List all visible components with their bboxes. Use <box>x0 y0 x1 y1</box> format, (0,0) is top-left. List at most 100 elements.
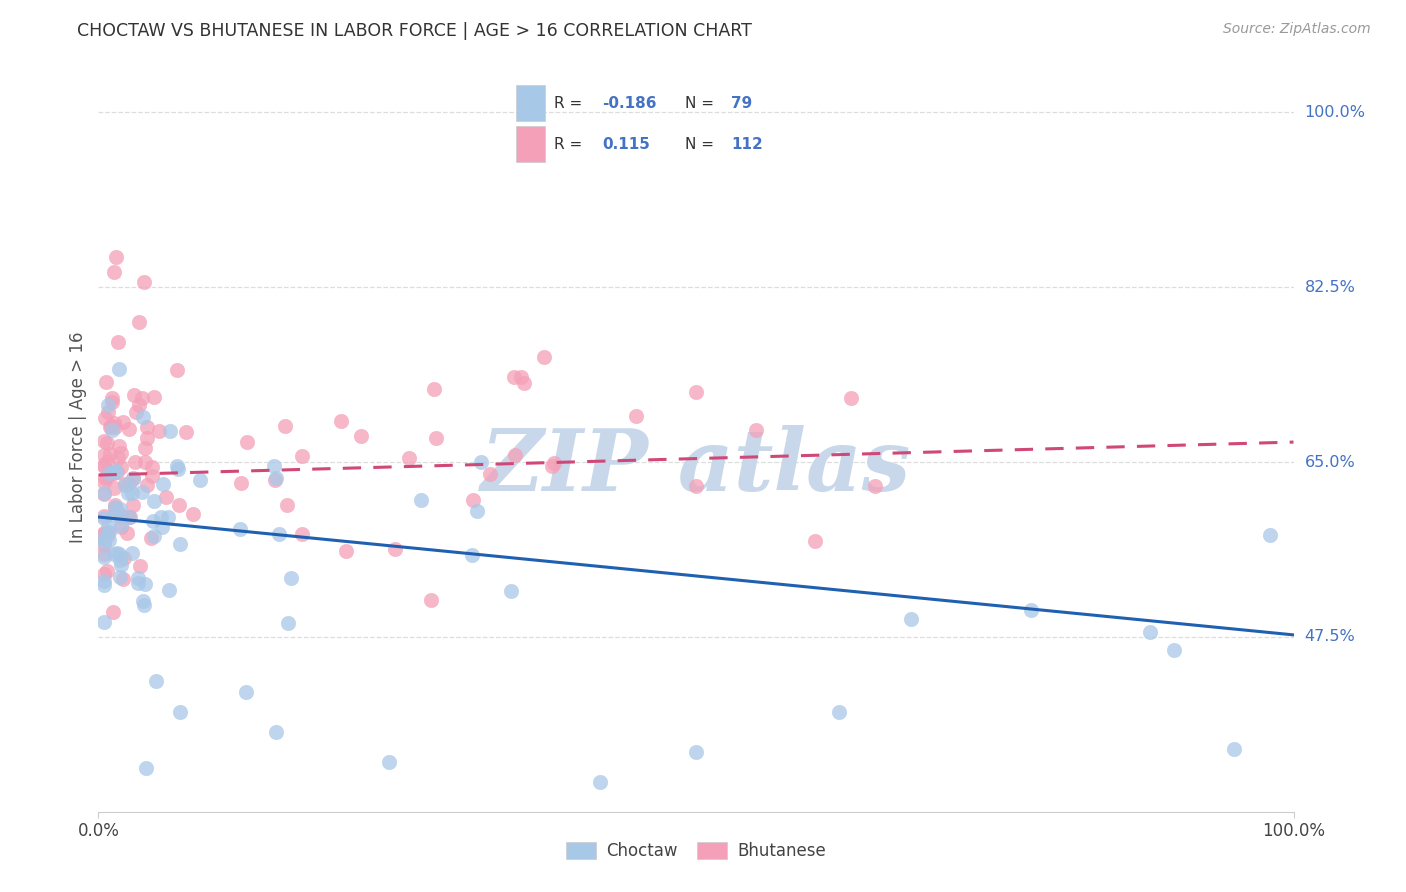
Point <box>108 439 131 453</box>
Point <box>1163 643 1185 657</box>
Text: ZIP atlas: ZIP atlas <box>481 425 911 508</box>
Point <box>264 724 287 739</box>
Point <box>122 472 145 486</box>
Point <box>93 458 115 473</box>
Point <box>93 471 115 485</box>
Point <box>685 384 707 399</box>
Point <box>264 473 287 487</box>
Point <box>93 475 115 489</box>
Point <box>104 498 127 512</box>
Point <box>291 526 314 541</box>
Point <box>141 459 163 474</box>
Point <box>112 572 135 586</box>
Point <box>93 487 115 501</box>
Point <box>513 376 536 390</box>
Point <box>685 479 707 493</box>
Text: CHOCTAW VS BHUTANESE IN LABOR FORCE | AGE > 16 CORRELATION CHART: CHOCTAW VS BHUTANESE IN LABOR FORCE | AG… <box>77 22 752 40</box>
Point <box>136 432 159 446</box>
Point <box>97 525 120 540</box>
Point <box>150 520 173 534</box>
Point <box>267 527 290 541</box>
Point <box>174 425 197 439</box>
Point <box>276 498 298 512</box>
Point <box>124 455 146 469</box>
Point <box>93 526 115 541</box>
Point <box>117 510 139 524</box>
Point <box>97 467 120 481</box>
Point <box>409 492 432 507</box>
Point <box>103 467 125 481</box>
Point <box>804 534 827 549</box>
Point <box>290 449 312 463</box>
Point <box>121 486 143 500</box>
Text: Source: ZipAtlas.com: Source: ZipAtlas.com <box>1223 22 1371 37</box>
Point <box>142 493 165 508</box>
Point <box>157 582 180 597</box>
Point <box>117 509 139 524</box>
Point <box>112 416 135 430</box>
Point <box>110 445 132 459</box>
Point <box>865 478 887 492</box>
Point <box>148 424 170 438</box>
Point <box>103 508 125 522</box>
Point <box>745 423 768 437</box>
Point <box>167 498 190 512</box>
Point <box>1139 625 1161 640</box>
Point <box>127 571 149 585</box>
Point <box>135 761 157 775</box>
Point <box>93 566 115 581</box>
Point <box>136 478 159 492</box>
Point <box>101 605 124 619</box>
Point <box>461 548 484 562</box>
Point <box>470 455 492 469</box>
Point <box>93 574 115 588</box>
Legend: Choctaw, Bhutanese: Choctaw, Bhutanese <box>560 836 832 867</box>
Point <box>110 553 132 567</box>
Point <box>329 414 352 428</box>
Point <box>110 558 132 573</box>
Point <box>132 410 155 425</box>
Point <box>384 541 406 556</box>
Point <box>236 434 259 449</box>
Point <box>98 446 121 460</box>
Text: 100.0%: 100.0% <box>1305 105 1365 120</box>
Point <box>93 531 115 545</box>
Point <box>110 518 132 533</box>
Point <box>143 390 166 404</box>
Point <box>96 564 118 578</box>
Point <box>118 477 141 491</box>
Point <box>93 550 115 565</box>
Point <box>96 529 118 543</box>
Point <box>425 431 447 445</box>
Point <box>122 499 145 513</box>
Point <box>97 524 120 539</box>
Point <box>1019 602 1042 616</box>
Point <box>900 612 922 626</box>
Point <box>378 755 401 769</box>
Point <box>108 570 131 584</box>
Point <box>479 467 502 481</box>
Point <box>685 745 707 759</box>
Point <box>97 398 120 412</box>
Point <box>541 459 564 474</box>
Point <box>166 363 188 377</box>
Point <box>152 477 174 491</box>
Point <box>108 509 131 524</box>
Point <box>96 436 118 450</box>
Point <box>93 411 115 425</box>
Point <box>93 615 115 629</box>
Point <box>131 392 153 406</box>
Point <box>589 774 612 789</box>
Point <box>121 546 143 560</box>
Point <box>118 510 141 524</box>
Point <box>145 674 167 689</box>
Point <box>96 520 118 534</box>
Point <box>423 382 446 396</box>
Point <box>96 469 118 483</box>
Point <box>828 705 851 719</box>
Text: 47.5%: 47.5% <box>1305 630 1355 644</box>
Point <box>93 577 115 591</box>
Point <box>103 265 125 279</box>
Point <box>143 528 166 542</box>
Point <box>132 594 155 608</box>
